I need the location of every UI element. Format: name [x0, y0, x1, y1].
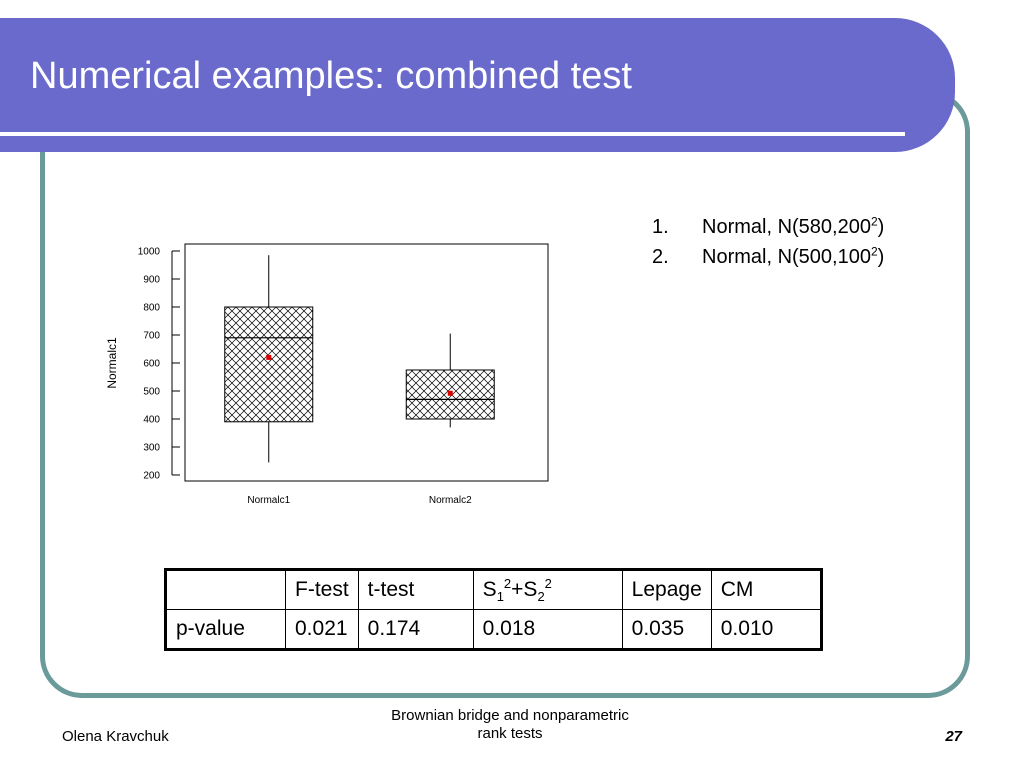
y-tick-label: 900: [143, 275, 160, 286]
footer-title: Brownian bridge and nonparametric rank t…: [360, 707, 660, 743]
table-cell: 0.021: [285, 609, 359, 650]
table-cell: 0.018: [472, 609, 623, 650]
list-text: Normal, N(580,2002): [702, 213, 885, 239]
list-number: 2.: [652, 245, 669, 268]
plot-frame: [184, 243, 549, 482]
results-table: F-test t-test S12+S22 Lepage CM p-value …: [164, 568, 823, 651]
title-divider: [0, 132, 905, 136]
table-header-cell: t-test: [357, 569, 474, 610]
table-row: p-value 0.021 0.174 0.018 0.035 0.010: [165, 609, 822, 650]
table-header-row: F-test t-test S12+S22 Lepage CM: [165, 569, 822, 610]
y-tick-label: 800: [143, 303, 160, 314]
list-label: Normal, N(500,100: [702, 245, 871, 268]
list-close: ): [877, 245, 885, 268]
table-cell: 0.035: [621, 609, 712, 650]
list-number: 1.: [652, 215, 669, 238]
page-number: 27: [945, 728, 962, 745]
x-tick-label: Normalc2: [429, 495, 472, 506]
footer-title-line: rank tests: [477, 725, 543, 742]
footer-author: Olena Kravchuk: [62, 728, 169, 745]
boxplot-chart: 200 300 400 500 600 700 800 900 1000 Normalc1 Norm…: [105, 243, 549, 506]
list-item: 1. Normal, N(580,2002): [652, 212, 884, 242]
distribution-list: 1. Normal, N(580,2002) 2. Normal, N(500,…: [652, 212, 884, 272]
box-Normalc1: [224, 306, 314, 423]
y-tick-label: 300: [143, 443, 160, 454]
y-tick-label: 400: [143, 415, 160, 426]
list-exponent: 2: [870, 243, 878, 258]
mean-marker: [266, 354, 272, 360]
list-text: Normal, N(500,1002): [702, 243, 885, 269]
table-header-cell: Lepage: [621, 569, 712, 610]
table-corner-cell: [165, 569, 286, 610]
table-row-label: p-value: [165, 609, 286, 650]
y-tick-label: 1000: [138, 247, 161, 258]
list-exponent: 2: [870, 213, 878, 228]
x-tick-label: Normalc1: [247, 495, 290, 506]
mean-marker: [447, 390, 453, 396]
slide-title: Numerical examples: combined test: [30, 55, 632, 97]
table-cell: 0.174: [357, 609, 474, 650]
table-cell: 0.010: [710, 609, 822, 650]
table-header-cell-s: S12+S22: [472, 569, 623, 610]
y-tick-label: 200: [143, 471, 160, 482]
list-close: ): [877, 215, 885, 238]
footer-title-line: Brownian bridge and nonparametric: [391, 707, 629, 724]
list-label: Normal, N(580,200: [702, 215, 871, 238]
y-tick-label: 600: [143, 359, 160, 370]
title-bar: [0, 18, 955, 152]
y-tick-label: 500: [143, 387, 160, 398]
y-axis-label: Normalc1: [105, 337, 119, 389]
y-tick-label: 700: [143, 331, 160, 342]
list-item: 2. Normal, N(500,1002): [652, 242, 884, 272]
table-header-cell: CM: [710, 569, 822, 610]
table-header-cell: F-test: [285, 569, 359, 610]
